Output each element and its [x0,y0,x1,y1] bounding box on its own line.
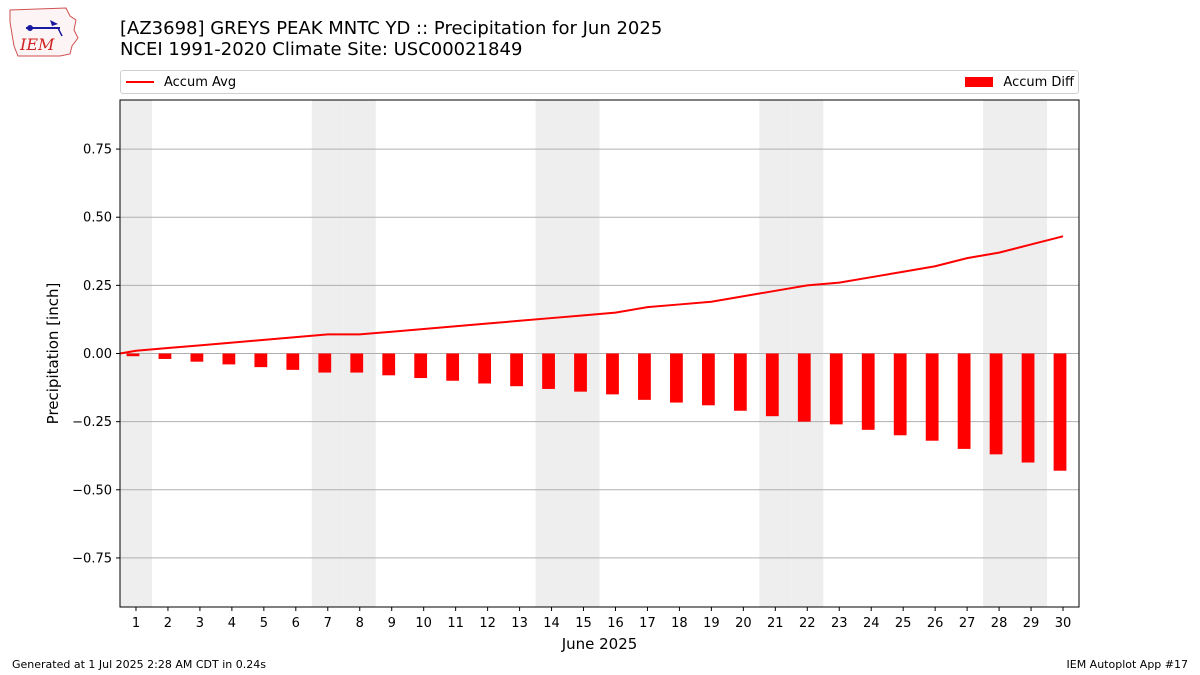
x-tick-label: 21 [767,616,784,631]
x-tick-label: 2 [164,616,172,631]
legend-bar-swatch [965,77,994,87]
x-tick-label: 14 [543,616,560,631]
x-tick-label: 30 [1055,616,1072,631]
x-tick-label: 11 [447,616,464,631]
accum-diff-bar [414,353,428,379]
accum-diff-bar [382,353,396,376]
accum-diff-bars [126,353,1067,471]
x-tick-label: 26 [927,616,944,631]
x-tick-label: 19 [703,616,720,631]
accum-diff-bar [126,353,140,357]
x-tick-label: 27 [959,616,976,631]
x-axis: 1 2 3 4 5 6 7 8 9 10 11 12 13 14 15 16 17 18 19 20 21 22 23 24 2… [132,607,1071,631]
x-tick-label: 13 [511,616,528,631]
legend-item-accum-diff: Accum Diff [965,71,1074,93]
x-tick-label: 16 [607,616,624,631]
y-tick-label: 0.25 [83,279,112,294]
accum-diff-bar [542,353,555,389]
legend-item-accum-avg: Accum Avg [126,71,236,93]
x-tick-label: 4 [228,616,236,631]
x-tick-label: 15 [575,616,592,631]
x-tick-label: 9 [388,616,396,631]
footer-app: IEM Autoplot App #17 [1066,658,1189,671]
legend-label-accum-avg: Accum Avg [164,74,237,90]
x-tick-label: 22 [799,616,816,631]
accum-diff-bar [733,353,747,411]
accum-diff-bar [574,353,587,392]
logo-text: IEM [19,35,55,54]
x-tick-label: 20 [735,616,752,631]
accum-diff-bar [797,353,811,422]
x-tick-label: 12 [479,616,496,631]
accum-diff-bar [190,353,204,362]
legend: Accum Avg Accum Diff [120,70,1079,94]
accum-diff-bar [861,353,875,430]
chart-title: [AZ3698] GREYS PEAK MNTC YD :: Precipita… [120,18,662,60]
x-tick-label: 17 [639,616,656,631]
x-tick-label: 25 [895,616,912,631]
accum-diff-bar [158,353,172,359]
y-tick-label: −0.75 [72,551,112,566]
accum-diff-bar [957,353,971,449]
x-axis-label: June 2025 [561,635,638,653]
legend-line-swatch [126,81,154,83]
x-tick-label: 23 [831,616,848,631]
legend-label-accum-diff: Accum Diff [1003,74,1074,90]
y-axis-label: Precipitation [inch] [44,283,62,425]
accum-diff-bar [286,353,300,370]
accum-diff-bar [765,353,779,417]
accum-diff-bar [510,353,523,387]
y-tick-label: −0.50 [72,483,112,498]
y-gridlines [120,148,1079,559]
y-axis: −0.75 −0.50 −0.25 0.00 0.25 0.50 0.75 [72,143,120,566]
accum-diff-bar [350,353,364,373]
y-tick-label: 0.75 [83,143,112,158]
x-tick-label: 3 [196,616,204,631]
x-tick-label: 1 [132,616,140,631]
y-tick-label: 0.00 [83,347,112,362]
accum-diff-bar [606,353,619,395]
x-tick-label: 8 [356,616,364,631]
accum-diff-bar [989,353,1003,455]
x-tick-label: 24 [863,616,880,631]
accum-diff-bar [478,353,492,384]
x-tick-label: 6 [292,616,300,631]
footer-generated: Generated at 1 Jul 2025 2:28 AM CDT in 0… [12,658,266,671]
accum-diff-bar [893,353,907,436]
x-tick-label: 10 [415,616,432,631]
y-tick-label: 0.50 [83,211,112,226]
accum-diff-bar [318,353,332,373]
accum-diff-bar [446,353,460,381]
x-tick-label: 28 [991,616,1008,631]
chart-title-line2: NCEI 1991-2020 Climate Site: USC00021849 [120,39,523,60]
accum-diff-bar [638,353,651,400]
accum-diff-bar [254,353,268,368]
x-tick-label: 5 [260,616,268,631]
x-tick-label: 29 [1023,616,1040,631]
chart-title-line1: [AZ3698] GREYS PEAK MNTC YD :: Precipita… [120,18,663,39]
accum-diff-bar [829,353,843,425]
accum-diff-bar [1021,353,1035,463]
iem-logo: IEM [8,6,80,60]
accum-diff-bar [222,353,236,365]
y-tick-label: −0.25 [72,415,112,430]
accum-diff-bar [925,353,939,441]
x-tick-label: 18 [671,616,688,631]
accum-diff-bar [1053,353,1067,471]
x-tick-label: 7 [324,616,332,631]
accum-avg-line [119,235,1064,355]
accum-diff-bar [670,353,683,403]
accum-diff-bar [701,353,715,406]
